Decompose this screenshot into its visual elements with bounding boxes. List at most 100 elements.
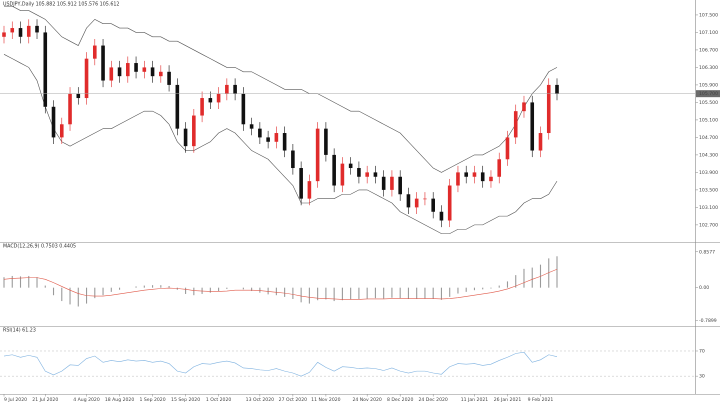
candle-body	[35, 25, 39, 33]
candle-body	[373, 172, 378, 177]
candle-body	[101, 45, 105, 81]
pane-title: USDJPY,Daily 105.882 105.912 105.576 105…	[3, 2, 120, 8]
candle-body	[291, 150, 295, 169]
candle-body	[167, 71, 171, 85]
y-tick-label: 103.500	[699, 187, 718, 193]
x-tick-label: 1 Oct 2020	[206, 397, 232, 403]
candle-body	[249, 124, 254, 129]
candle-body	[324, 128, 328, 155]
candle-body	[332, 154, 336, 186]
pane-title: MACD(12,26,9) 0.7503 0.4405	[3, 244, 76, 250]
candle-body	[480, 172, 485, 182]
candle-body	[68, 93, 72, 125]
candle-body	[258, 128, 262, 138]
candle-body	[175, 84, 180, 129]
y-tick-label: 104.700	[699, 135, 718, 141]
candle-body	[530, 102, 535, 151]
candle-body	[505, 137, 510, 160]
y-tick-label: 105.500	[699, 100, 718, 106]
candle-body	[192, 115, 196, 147]
candle-body	[59, 124, 64, 138]
candle-body	[117, 67, 122, 77]
pane-title: RSI(14) 61.23	[3, 328, 36, 334]
x-tick-label: 11 Jan 2021	[461, 397, 489, 403]
candle-body	[208, 98, 213, 103]
candle-body	[92, 45, 97, 59]
y-tick-label: 104.300	[699, 152, 718, 158]
signal-line	[3, 268, 558, 300]
candle-body	[439, 211, 444, 221]
candle-body	[348, 163, 353, 169]
candle-body	[299, 168, 303, 199]
y-tick-label: 0.00	[699, 285, 709, 291]
x-tick-label: 4 Aug 2020	[73, 397, 100, 403]
candle-body	[513, 111, 518, 138]
candle-body	[497, 159, 502, 177]
candle-body	[365, 172, 369, 177]
candle-body	[266, 137, 270, 142]
x-tick-label: 18 Aug 2020	[105, 397, 135, 403]
x-tick-label: 26 Jan 2021	[494, 397, 522, 403]
x-tick-label: 21 Jul 2020	[32, 397, 58, 403]
candle-body	[233, 84, 237, 94]
candle-body	[431, 198, 435, 212]
candle-body	[150, 67, 155, 77]
y-tick-label: 107.100	[699, 30, 718, 36]
y-tick-label: 106.300	[699, 65, 718, 71]
candle-body	[2, 32, 6, 37]
candle-body	[414, 198, 419, 208]
candle-body	[464, 172, 469, 177]
x-tick-label: 8 Dec 2020	[387, 397, 414, 403]
x-tick-label: 13 Oct 2020	[246, 397, 274, 403]
indicator-line	[3, 351, 558, 377]
last-price-box	[696, 90, 720, 98]
candle-body	[134, 63, 138, 72]
x-tick-label: 15 Sep 2020	[171, 397, 200, 403]
x-tick-label: 9 Jul 2020	[4, 397, 27, 403]
candle-body	[423, 198, 427, 200]
x-tick-label: 1 Sep 2020	[139, 397, 165, 403]
candle-body	[18, 28, 23, 37]
y-tick-label: 70	[699, 348, 705, 354]
y-tick-label: 102.700	[699, 222, 718, 228]
candle-body	[546, 84, 551, 134]
candle-body	[159, 71, 163, 77]
candle-body	[274, 133, 279, 142]
candle-body	[126, 63, 130, 77]
last-price-label: 105.700	[699, 91, 718, 97]
candle-body	[489, 176, 493, 182]
candle-body	[538, 133, 543, 151]
candle-body	[406, 194, 411, 208]
candle-body	[390, 176, 394, 190]
candle-body	[142, 67, 147, 72]
candle-body	[555, 84, 559, 94]
candle-body	[241, 93, 246, 125]
y-tick-label: -0.7899	[699, 318, 717, 324]
candle-body	[10, 28, 15, 33]
y-tick-label: 103.900	[699, 170, 718, 176]
candle-body	[472, 172, 477, 177]
candle-body	[307, 181, 312, 199]
candle-body	[216, 93, 221, 103]
x-tick-label: 27 Oct 2020	[279, 397, 307, 403]
bollinger-band	[4, 5, 558, 173]
y-tick-label: 103.100	[699, 205, 718, 211]
candle-body	[522, 102, 526, 112]
x-tick-label: 24 Dec 2020	[419, 397, 448, 403]
candle-body	[76, 93, 81, 99]
candle-body	[398, 176, 402, 195]
candle-body	[200, 98, 204, 116]
candle-body	[183, 128, 188, 147]
candle-body	[282, 133, 287, 151]
bollinger-band	[3, 54, 558, 234]
candle-body	[315, 128, 320, 182]
y-tick-label: 105.100	[699, 117, 718, 123]
candle-body	[447, 185, 452, 221]
candle-body	[109, 67, 114, 81]
candle-body	[43, 32, 48, 107]
x-tick-label: 9 Feb 2021	[528, 397, 554, 403]
candle-body	[51, 106, 56, 138]
y-tick-label: 105.900	[699, 82, 718, 88]
